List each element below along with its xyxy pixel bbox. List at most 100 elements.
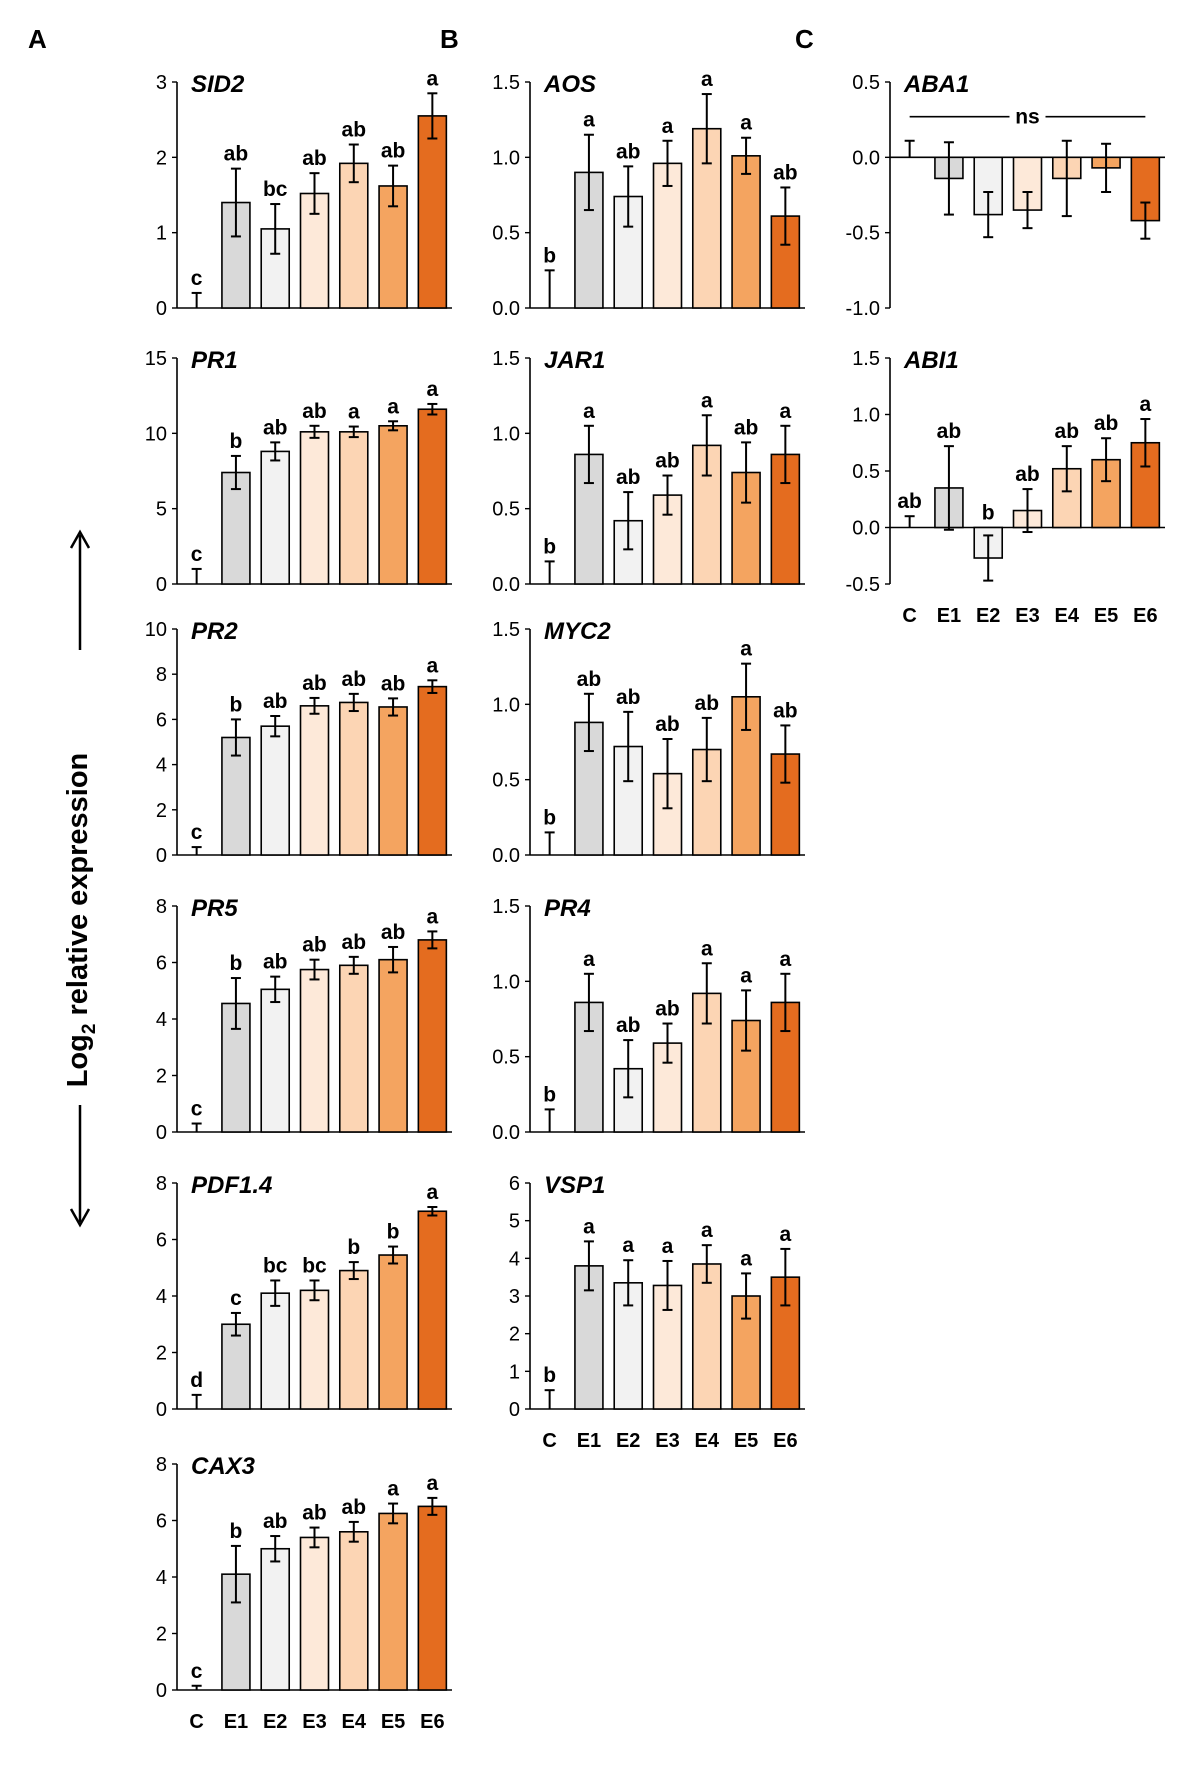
bar-e1 — [221, 471, 251, 585]
panel-letter-a: A — [28, 24, 47, 54]
y-tick-label: -1.0 — [846, 298, 880, 320]
bar-e4 — [691, 1263, 722, 1410]
arrow-down-icon — [69, 1105, 91, 1228]
significance-letter: a — [427, 1181, 439, 1204]
y-tick-label: 0.0 — [492, 298, 520, 320]
significance-letter: a — [583, 400, 595, 423]
bar-e2 — [260, 1292, 291, 1410]
bar-e5 — [1091, 458, 1121, 529]
significance-letter: a — [427, 378, 439, 401]
category-label: E1 — [937, 605, 961, 627]
y-tick-label: 4 — [156, 755, 167, 777]
bar-e3 — [299, 968, 330, 1133]
significance-letter: ab — [342, 668, 367, 691]
significance-letter: ab — [342, 1496, 367, 1519]
bar-e4 — [338, 431, 369, 585]
y-tick-label: 2 — [156, 800, 167, 822]
significance-letter: bc — [263, 1254, 288, 1277]
bar-e1 — [221, 1323, 251, 1410]
significance-letter: ab — [263, 1510, 288, 1533]
significance-letter: a — [1140, 393, 1152, 416]
significance-letter: a — [622, 1234, 634, 1257]
chart-title: AOS — [543, 71, 596, 98]
significance-letter: b — [982, 502, 995, 525]
significance-letter: ab — [655, 450, 680, 473]
significance-letter: c — [191, 1098, 203, 1121]
y-tick-label: 1.5 — [492, 619, 520, 641]
significance-letter: a — [427, 67, 439, 90]
significance-letter: a — [583, 1215, 595, 1238]
bar-e6 — [417, 408, 448, 585]
significance-letter: ab — [773, 699, 798, 722]
significance-letter: a — [780, 400, 792, 423]
chart-title: ABI1 — [903, 347, 959, 374]
y-tick-label: 5 — [509, 1211, 520, 1233]
significance-letter: b — [230, 430, 243, 453]
significance-letter: ab — [302, 1502, 327, 1525]
significance-letter: b — [543, 535, 556, 558]
significance-letter: ab — [773, 161, 798, 184]
y-tick-label: 8 — [156, 896, 167, 918]
y-tick-label: 2 — [509, 1324, 520, 1346]
y-tick-label: 1.0 — [852, 405, 880, 427]
significance-letter: d — [190, 1369, 203, 1392]
significance-letter: b — [543, 1364, 556, 1387]
significance-letter: a — [583, 948, 595, 971]
y-tick-label: 1.5 — [492, 896, 520, 918]
panel-letter-b: B — [440, 24, 459, 54]
category-label: E4 — [1055, 605, 1080, 627]
bar-e3 — [299, 431, 330, 585]
significance-letter: b — [387, 1221, 400, 1244]
y-axis-label-subscript: 2 — [79, 1024, 100, 1035]
y-tick-label: 1.0 — [492, 147, 520, 169]
bar-e2 — [613, 745, 644, 856]
bar-e4 — [338, 1531, 369, 1691]
significance-letter: ab — [302, 672, 327, 695]
significance-letter: a — [427, 654, 439, 677]
y-axis-label-main: Log — [62, 1034, 94, 1087]
significance-letter: a — [701, 389, 713, 412]
bar-e5 — [378, 424, 408, 585]
significance-letter: ab — [381, 140, 406, 163]
category-label: E6 — [1133, 605, 1157, 627]
significance-letter: ab — [937, 420, 962, 443]
significance-letter: a — [427, 1472, 439, 1495]
category-label: E5 — [1094, 605, 1118, 627]
chart-vsp1: 0 1 2 3 4 5 6 b a a a a a a VSP1 C E1 E2 E3 E4 E5 E6 — [509, 1172, 805, 1452]
significance-letter: b — [230, 1520, 243, 1543]
significance-letter: ab — [1094, 412, 1119, 435]
y-tick-label: 0 — [156, 574, 167, 596]
chart-aba1: -1.0 -0.5 0.0 0.5 ABA1 ns — [846, 71, 1165, 320]
category-label: E2 — [263, 1711, 287, 1733]
significance-letter: ab — [655, 998, 680, 1021]
bar-e3 — [652, 772, 683, 856]
y-tick-label: 8 — [156, 664, 167, 686]
significance-letter: a — [348, 401, 360, 424]
category-label: E4 — [342, 1711, 367, 1733]
y-tick-label: 1 — [156, 223, 167, 245]
y-tick-label: 8 — [156, 1454, 167, 1476]
significance-letter: ab — [577, 668, 602, 691]
significance-letter: a — [740, 112, 752, 135]
y-tick-label: 1.0 — [492, 423, 520, 445]
y-tick-label: 1.0 — [492, 694, 520, 716]
category-label: E4 — [695, 1430, 720, 1452]
y-tick-label: 4 — [156, 1009, 167, 1031]
y-tick-label: 1.5 — [492, 348, 520, 370]
significance-letter: ab — [381, 921, 406, 944]
svg-text:Log2 relative expression: Log2 relative expression — [62, 753, 100, 1088]
significance-letter: ab — [302, 400, 327, 423]
y-tick-label: 3 — [156, 72, 167, 94]
significance-letter: c — [230, 1287, 242, 1310]
chart-title: JAR1 — [544, 347, 605, 374]
bar-e5 — [378, 1254, 408, 1410]
bar-e4 — [338, 162, 369, 309]
significance-letter: ab — [342, 119, 367, 142]
significance-letter: ab — [263, 416, 288, 439]
significance-letter: ab — [695, 692, 720, 715]
significance-letter: a — [387, 1478, 399, 1501]
significance-letter: ab — [263, 690, 288, 713]
